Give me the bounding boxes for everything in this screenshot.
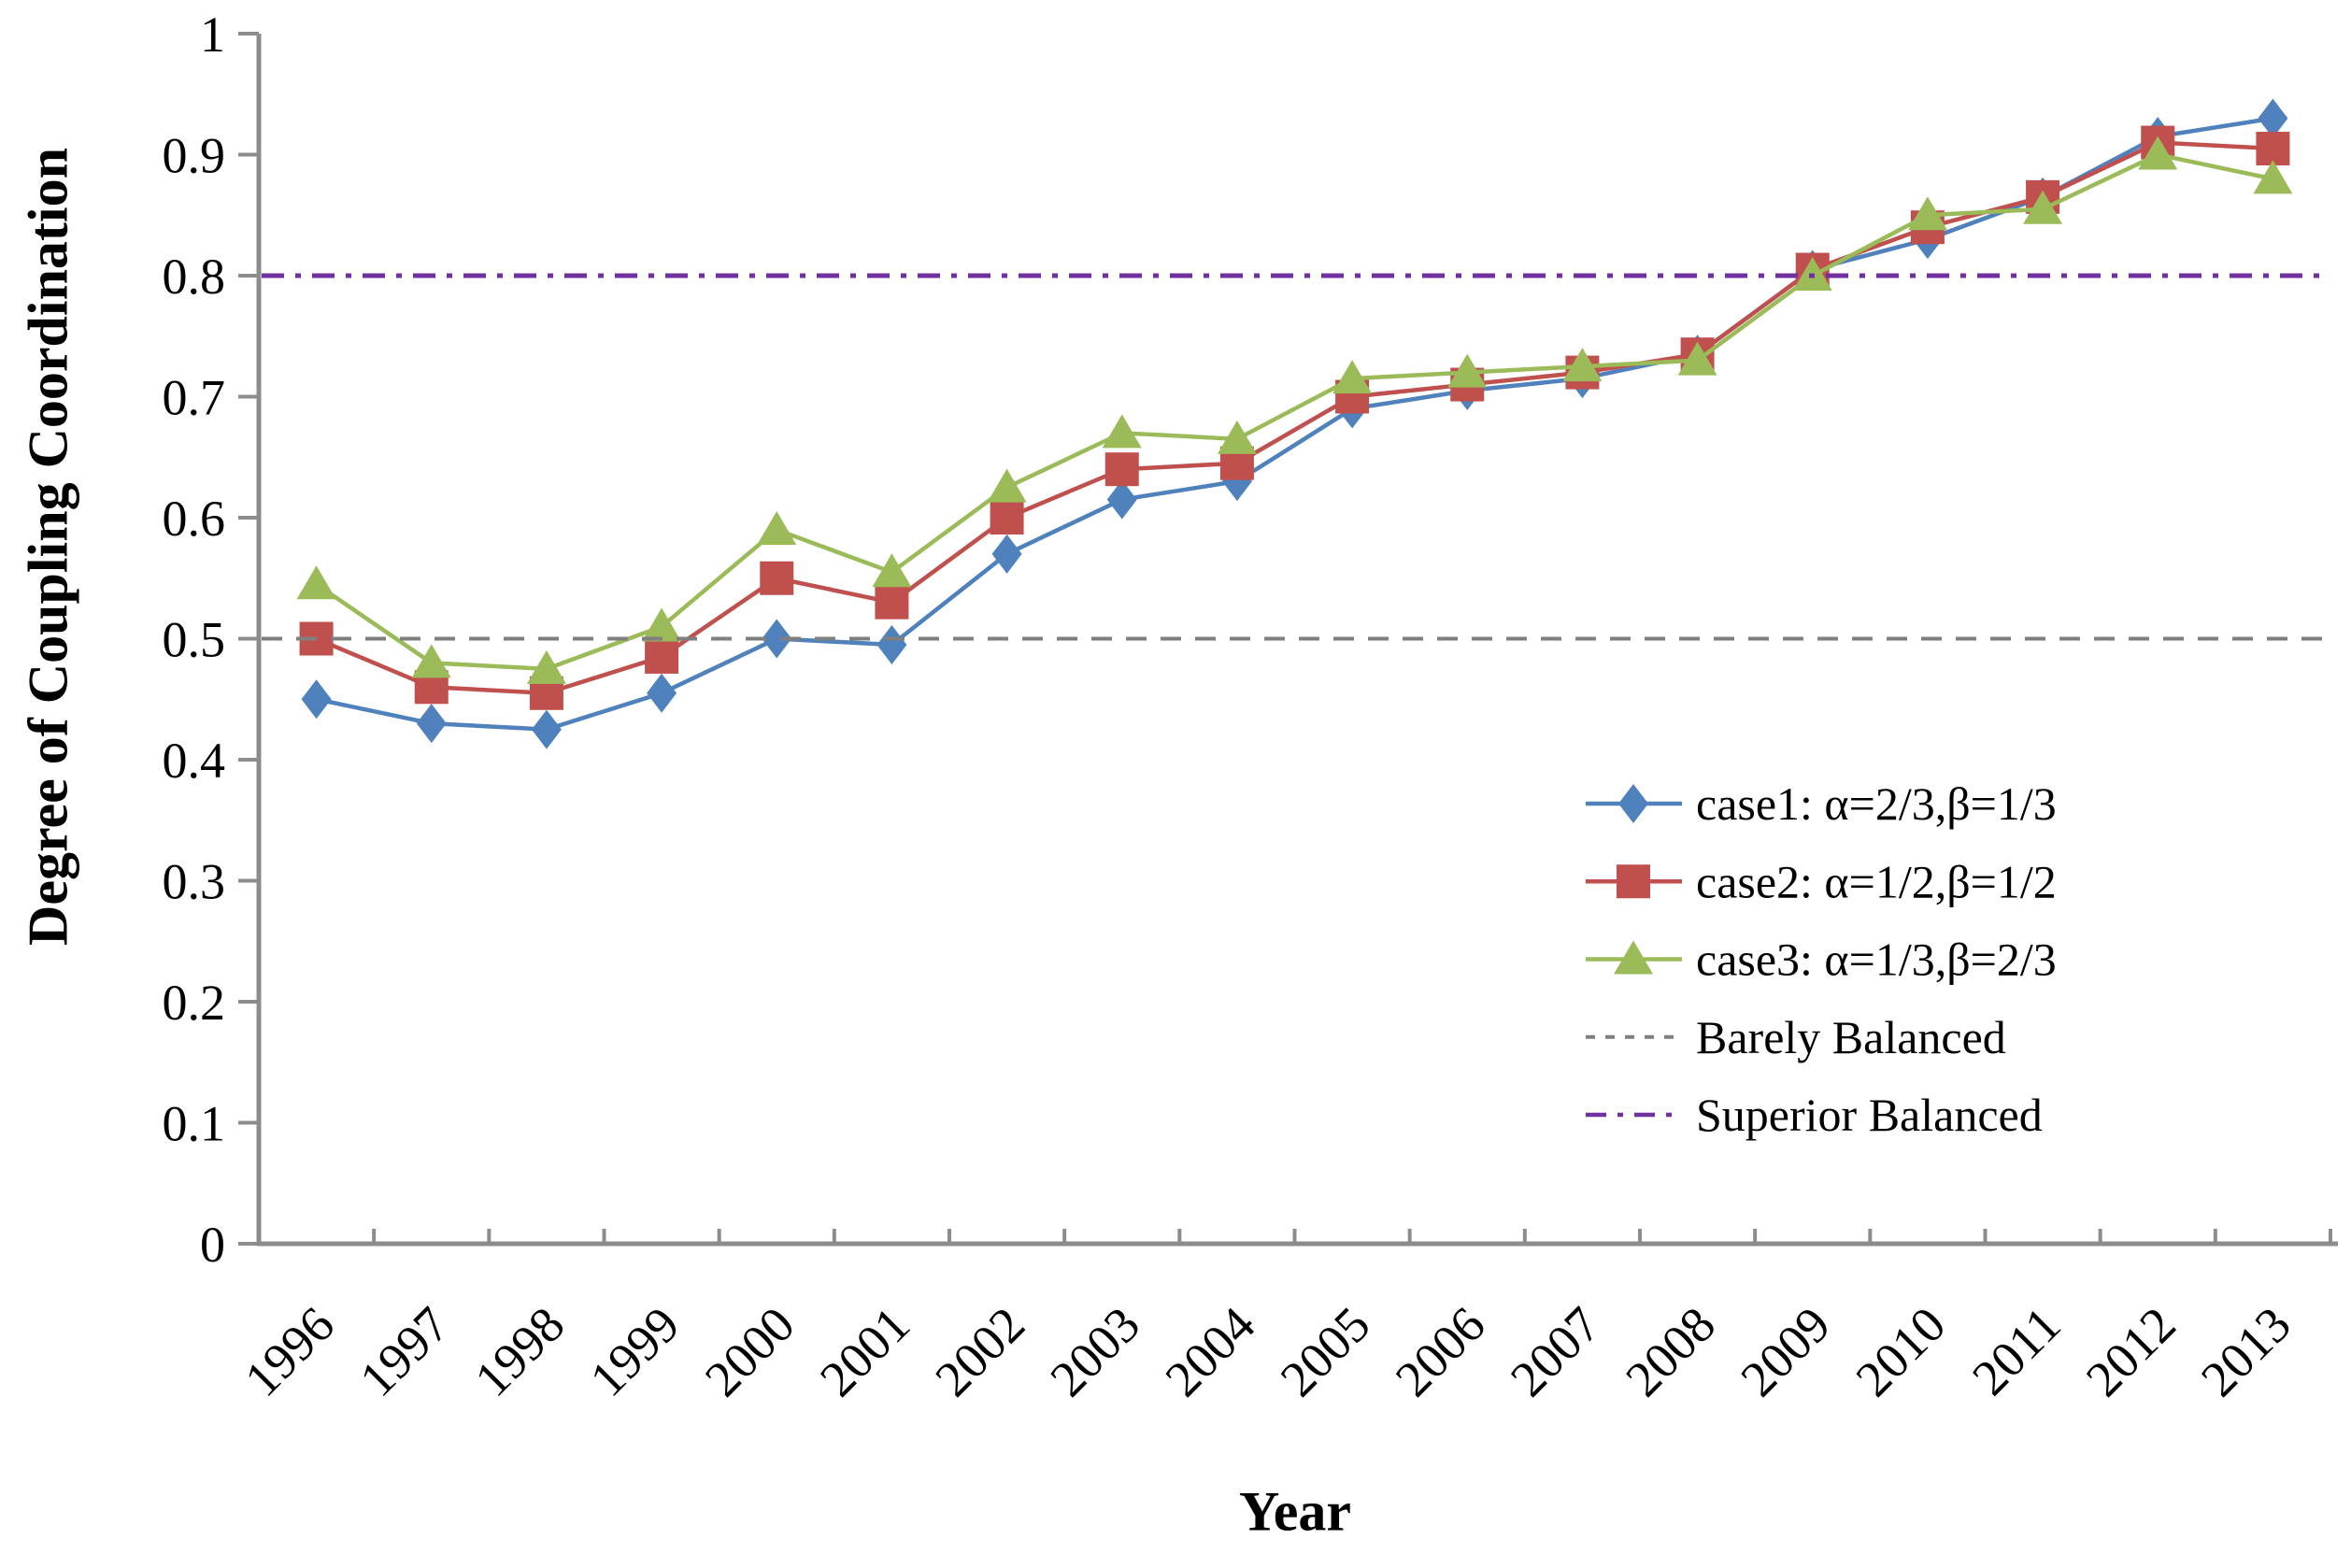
y-tick-label: 0.3 xyxy=(163,854,226,910)
triangle-marker xyxy=(296,565,336,600)
triangle-marker xyxy=(987,468,1027,503)
series-line-case3 xyxy=(315,152,2273,672)
y-tick-label: 0.1 xyxy=(163,1096,226,1152)
legend: case1: α=2/3,β=1/3 case2: α=1/2,β=1/2 case… xyxy=(1586,777,2057,1141)
diamond-marker xyxy=(647,673,677,713)
triangle-marker xyxy=(1102,414,1142,449)
series-case3 xyxy=(296,135,2293,684)
x-tick-label: 2005 xyxy=(1270,1296,1381,1407)
legend-label: case3: α=1/3,β=2/3 xyxy=(1696,934,2057,986)
series-line-case2 xyxy=(315,140,2273,696)
x-tick-label: 2004 xyxy=(1155,1296,1266,1407)
legend-item-barely-balanced: Barely Balanced xyxy=(1586,1011,2006,1063)
diamond-marker xyxy=(762,619,792,659)
diamond-marker xyxy=(301,679,332,720)
diamond-marker xyxy=(416,704,447,744)
legend-label: case2: α=1/2,β=1/2 xyxy=(1696,855,2057,907)
x-tick-label: 2001 xyxy=(809,1296,920,1407)
x-tick-label: 2003 xyxy=(1039,1296,1150,1407)
triangle-marker xyxy=(642,607,682,642)
x-tick-label: 1999 xyxy=(579,1296,691,1407)
square-marker xyxy=(990,501,1024,535)
x-tick-label: 2013 xyxy=(2190,1296,2301,1407)
legend-square-icon xyxy=(1617,864,1650,899)
square-marker xyxy=(2256,132,2290,166)
x-tick-label: 2010 xyxy=(1845,1296,1957,1407)
triangle-marker xyxy=(2253,160,2293,194)
y-tick-label: 0.2 xyxy=(163,975,226,1031)
triangle-marker xyxy=(2138,135,2178,170)
y-tick-label: 0 xyxy=(200,1217,225,1273)
x-tick-label: 2012 xyxy=(2075,1296,2187,1407)
legend-diamond-icon xyxy=(1618,784,1648,823)
x-tick-label: 2009 xyxy=(1730,1296,1841,1407)
legend-label: case1: α=2/3,β=1/3 xyxy=(1696,777,2057,830)
x-tick-label: 2000 xyxy=(694,1296,805,1407)
triangle-marker xyxy=(2023,190,2063,224)
triangle-marker xyxy=(526,649,566,684)
triangle-marker xyxy=(411,644,451,678)
x-tick-label: 2006 xyxy=(1385,1296,1496,1407)
triangle-marker xyxy=(757,510,797,545)
triangle-marker xyxy=(1447,353,1488,388)
x-tick-label: 1996 xyxy=(234,1296,345,1407)
y-axis-title: Degree of Coupling Coordination xyxy=(17,148,79,946)
diamond-marker xyxy=(876,624,907,664)
triangle-marker xyxy=(872,553,912,588)
diamond-marker xyxy=(1221,462,1252,502)
y-tick-label: 0.8 xyxy=(163,249,226,305)
diamond-marker xyxy=(991,534,1022,574)
legend-item-case2: case2: α=1/2,β=1/2 xyxy=(1586,855,2057,907)
legend-item-case3: case3: α=1/3,β=2/3 xyxy=(1586,934,2057,986)
x-tick-label: 2007 xyxy=(1500,1296,1611,1407)
x-axis-title: Year xyxy=(1239,1480,1351,1543)
x-tick-label: 2011 xyxy=(1961,1296,2071,1405)
square-marker xyxy=(875,585,909,620)
x-tick-label: 1998 xyxy=(464,1296,576,1407)
diamond-marker xyxy=(2258,98,2288,138)
legend-item-superior-balanced: Superior Balanced xyxy=(1586,1089,2043,1141)
legend-label: Superior Balanced xyxy=(1696,1089,2043,1141)
triangle-marker xyxy=(1217,420,1257,454)
diamond-marker xyxy=(531,709,562,749)
x-tick-label: 2002 xyxy=(924,1296,1035,1407)
x-tick-label: 1997 xyxy=(349,1296,460,1407)
legend-item-case1: case1: α=2/3,β=1/3 xyxy=(1586,777,2057,830)
legend-triangle-icon xyxy=(1614,940,1653,975)
legend-label: Barely Balanced xyxy=(1696,1011,2006,1063)
triangle-marker xyxy=(1332,360,1373,394)
y-tick-label: 0.4 xyxy=(163,733,226,789)
y-tick-label: 0.6 xyxy=(163,491,226,547)
square-marker xyxy=(760,561,794,595)
square-marker xyxy=(645,639,679,674)
diamond-marker xyxy=(1106,479,1137,520)
y-tick-label: 0.5 xyxy=(163,612,226,668)
y-tick-label: 0.9 xyxy=(163,128,226,184)
y-tick-label: 1 xyxy=(200,7,225,63)
square-marker xyxy=(1104,452,1139,487)
y-tick-label: 0.7 xyxy=(163,370,226,426)
series-line-case1 xyxy=(316,116,2273,732)
triangle-marker xyxy=(1562,348,1603,382)
x-tick-label: 2008 xyxy=(1615,1296,1726,1407)
triangle-marker xyxy=(1677,341,1717,376)
triangle-marker xyxy=(1907,196,1947,231)
